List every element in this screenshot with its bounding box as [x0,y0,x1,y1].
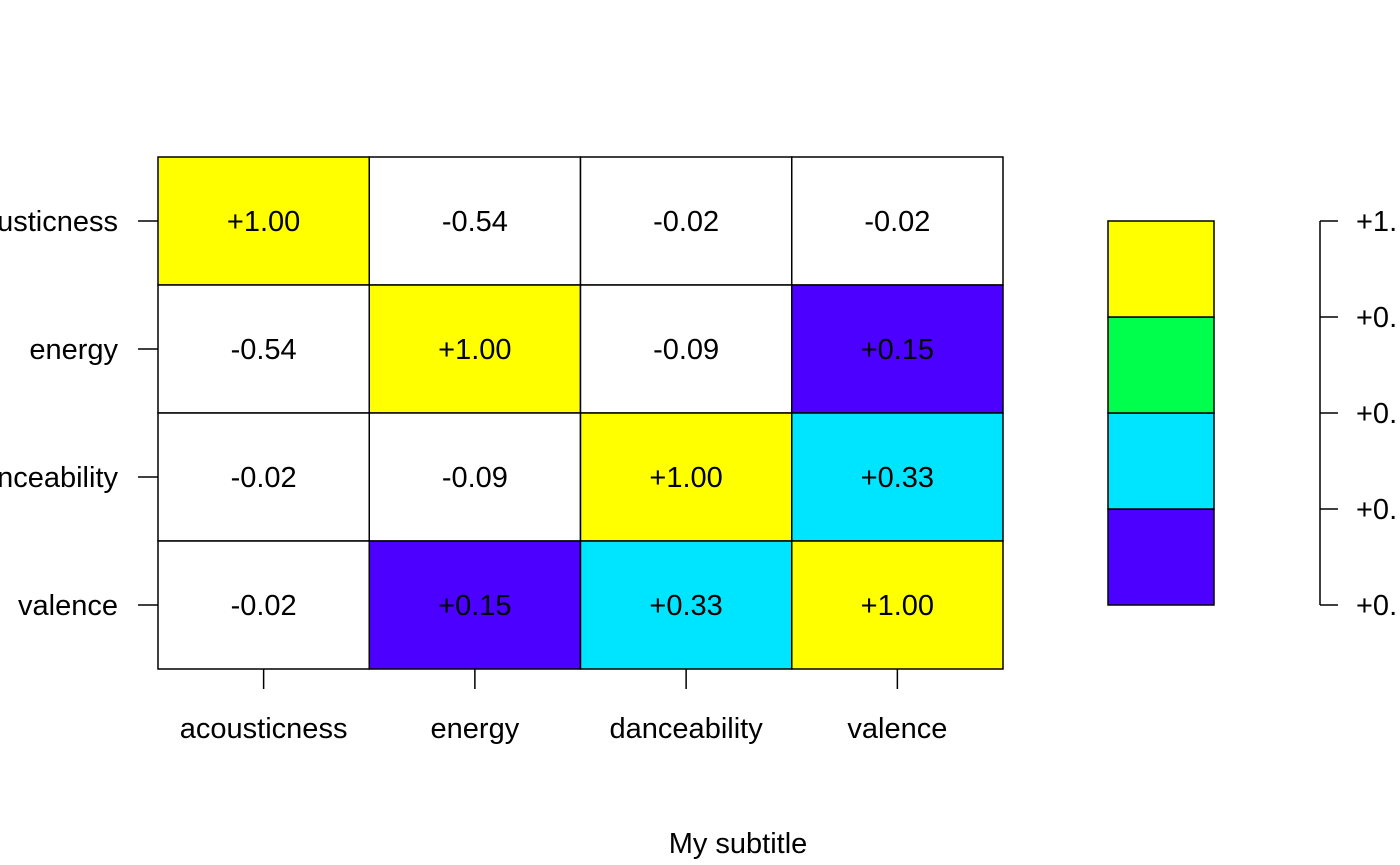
heatmap-cell-value: -0.54 [231,334,297,366]
row-axis-label: energy [29,334,118,366]
heatmap-cell [579,540,793,670]
heatmap-cell [791,284,1004,414]
column-axis-label: acousticness [180,713,348,745]
legend-swatch [1107,508,1215,606]
heatmap-cell [791,412,1004,542]
legend-swatch [1107,316,1215,414]
heatmap-cell [791,156,1004,286]
heatmap-cell [157,284,370,414]
heatmap-cell [368,540,582,670]
heatmap-cell-value: -0.02 [231,462,297,494]
heatmap-cell-value: -0.09 [653,334,719,366]
heatmap-cell-value: -0.02 [653,206,719,238]
heatmap-cell-value: +1.00 [438,334,511,366]
heatmap-cell-value: +1.00 [861,590,934,622]
column-axis-label: valence [847,713,947,745]
chart-subtitle: My subtitle [669,828,808,860]
column-axis-label: energy [431,713,520,745]
legend-axis: +0. +0. +0. +0. +1. [1319,206,1397,622]
heatmap-cell-value: +0.33 [861,462,934,494]
legend-tick-label: +0. [1356,302,1397,334]
color-legend [1107,220,1215,606]
heatmap-cell-value: -0.02 [864,206,930,238]
heatmap-cell [579,156,793,286]
heatmap-cells [157,156,1004,670]
heatmap-cell-value: -0.54 [442,206,508,238]
heatmap-cell [368,284,582,414]
legend-swatch [1107,412,1215,510]
legend-tick-label: +1. [1356,206,1397,238]
heatmap-cell-value: +0.15 [438,590,511,622]
heatmap-cell-value: +1.00 [649,462,722,494]
legend-tick-label: +0. [1356,398,1397,430]
column-axis-label: danceability [610,713,764,745]
row-axis: acousticness energy danceability valence [0,206,158,622]
heatmap-cell-value: -0.09 [442,462,508,494]
legend-swatch [1107,220,1215,318]
heatmap-cell-value: +0.33 [649,590,722,622]
heatmap-cell [157,156,370,286]
row-axis-label: valence [18,590,118,622]
heatmap-cell-value: +0.15 [861,334,934,366]
heatmap-cell [157,540,370,670]
row-axis-label: acousticness [0,206,118,238]
row-axis-label: danceability [0,462,119,494]
heatmap-cell-value: -0.02 [231,590,297,622]
heatmap-cell [791,540,1004,670]
heatmap-cell [368,412,582,542]
heatmap-cell [368,156,582,286]
heatmap-cell-value: +1.00 [227,206,300,238]
heatmap-cell-labels: +1.00 -0.54 -0.02 -0.02 -0.54 +1.00 -0.09 +0.15… [227,206,934,622]
legend-tick-label: +0. [1356,494,1397,526]
column-axis: acousticness energy danceability valence [180,669,947,745]
legend-tick-label: +0. [1356,590,1397,622]
